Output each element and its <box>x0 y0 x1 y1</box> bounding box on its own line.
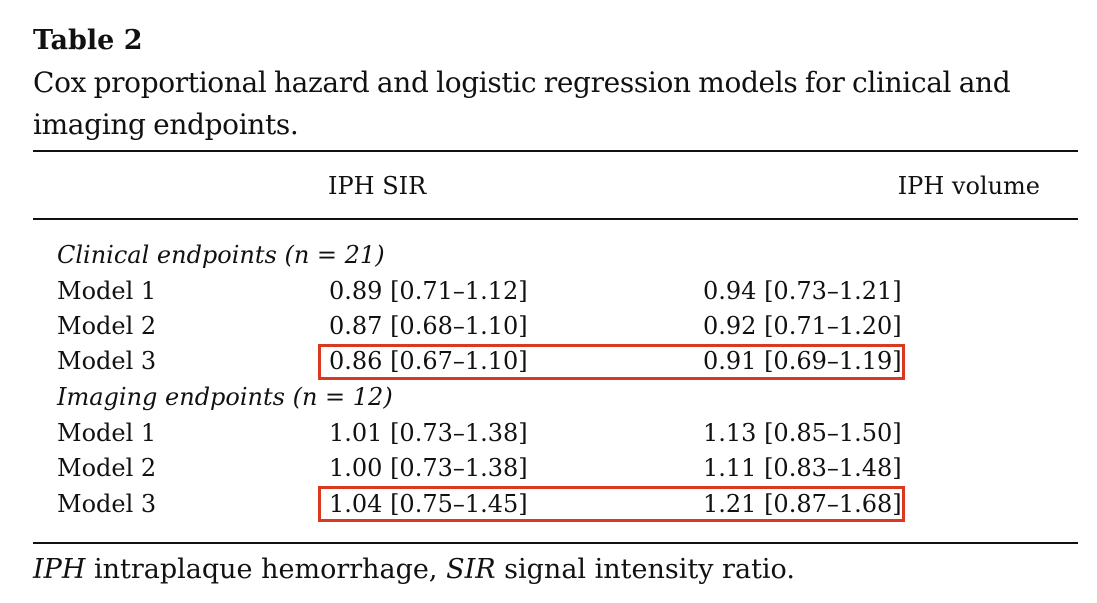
row-label: Model 3 <box>57 490 157 518</box>
footnote-def-iph: intraplaque hemorrhage, <box>85 554 438 585</box>
iph-sir-value: 0.87 [0.68–1.10] <box>329 312 528 340</box>
row-label: Model 1 <box>57 419 157 447</box>
row-label: Model 2 <box>57 312 157 340</box>
table-footnote: IPH intraplaque hemorrhage, SIR signal i… <box>33 551 795 589</box>
iph-sir-value: 0.86 [0.67–1.10] <box>329 347 528 375</box>
row-label: Model 2 <box>57 454 157 482</box>
column-header-iph-sir: IPH SIR <box>328 172 427 200</box>
table-title: Table 2 <box>33 25 143 56</box>
iph-sir-value: 1.04 [0.75–1.45] <box>329 490 528 518</box>
header-rule <box>33 218 1078 220</box>
iph-sir-value: 0.89 [0.71–1.12] <box>329 277 528 305</box>
iph-sir-value: 1.01 [0.73–1.38] <box>329 419 528 447</box>
iph-volume-value: 0.92 [0.71–1.20] <box>703 312 902 340</box>
top-rule <box>33 150 1078 152</box>
iph-volume-value: 1.13 [0.85–1.50] <box>703 419 902 447</box>
iph-volume-value: 0.94 [0.73–1.21] <box>703 277 902 305</box>
iph-volume-value: 1.11 [0.83–1.48] <box>703 454 902 482</box>
highlight-box-imaging-model-3 <box>318 486 905 522</box>
table-caption: Cox proportional hazard and logistic reg… <box>33 66 1011 141</box>
bottom-rule <box>33 542 1078 544</box>
iph-volume-value: 1.21 [0.87–1.68] <box>703 490 902 518</box>
footnote-abbr-iph: IPH <box>33 554 86 585</box>
iph-volume-value: 0.91 [0.69–1.19] <box>703 347 902 375</box>
highlight-box-clinical-model-3 <box>318 344 905 380</box>
footnote-def-sir: signal intensity ratio. <box>495 554 795 585</box>
row-label: Model 1 <box>57 277 157 305</box>
iph-sir-value: 1.00 [0.73–1.38] <box>329 454 528 482</box>
section-label-imaging: Imaging endpoints (n = 12) <box>57 383 393 411</box>
section-label-clinical: Clinical endpoints (n = 21) <box>57 241 385 269</box>
footnote-abbr-sir: SIR <box>446 554 496 585</box>
row-label: Model 3 <box>57 347 157 375</box>
column-header-iph-volume: IPH volume <box>897 172 1040 200</box>
